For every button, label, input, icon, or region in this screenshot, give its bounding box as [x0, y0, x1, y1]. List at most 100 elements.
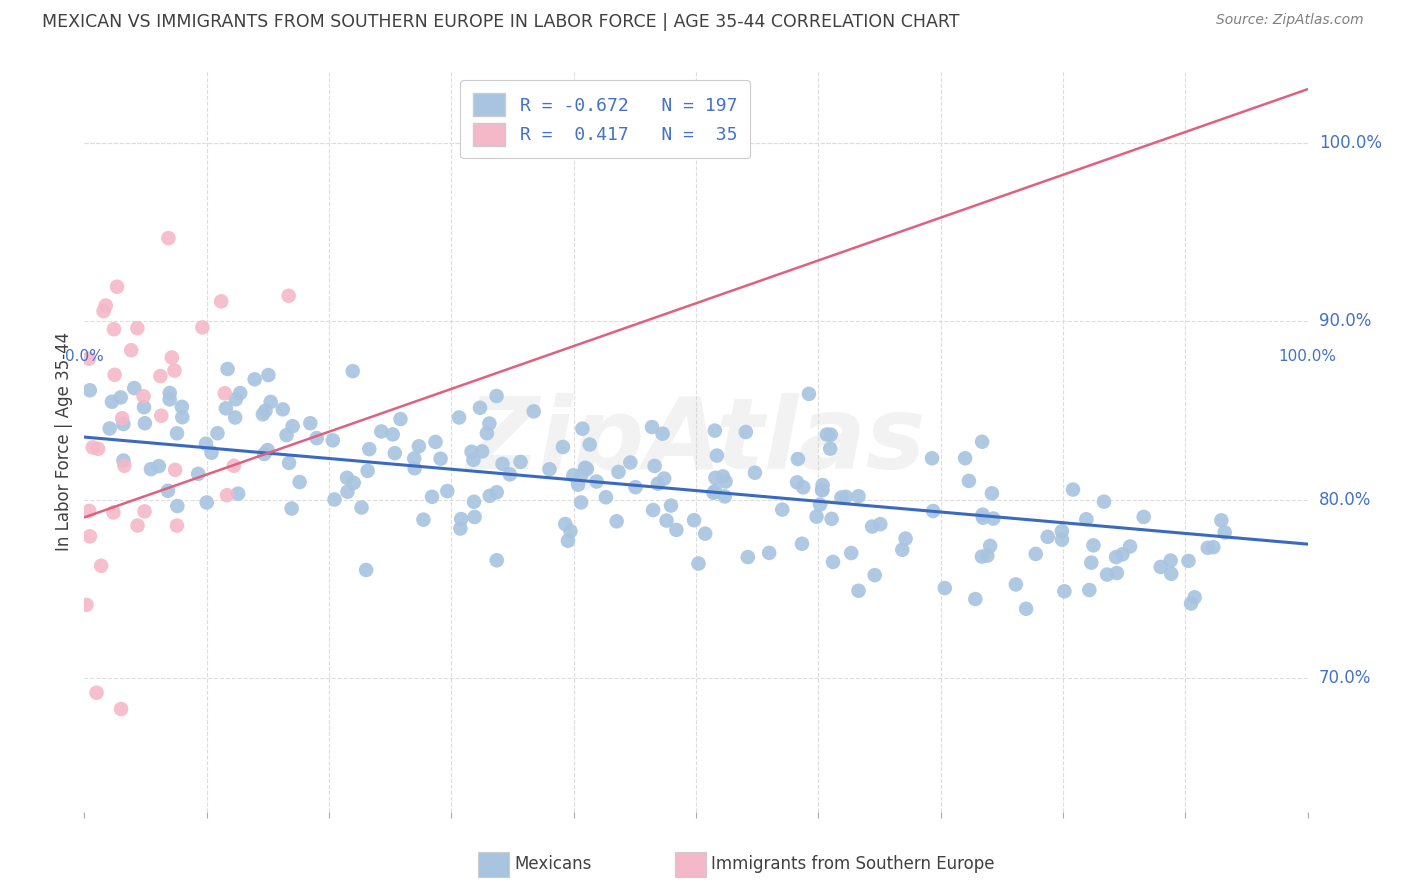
Point — [408, 439, 430, 453]
Point — [569, 495, 592, 509]
Point — [90, 558, 112, 573]
Point — [922, 504, 945, 518]
Point — [77, 351, 100, 366]
Point — [157, 231, 180, 245]
Point — [965, 592, 987, 607]
Point — [839, 546, 862, 560]
Point — [159, 386, 181, 401]
Point — [150, 409, 173, 423]
Point — [112, 453, 135, 467]
Point — [485, 485, 508, 500]
Point — [389, 412, 412, 426]
Point — [1150, 560, 1173, 574]
Point — [280, 501, 302, 516]
Point — [195, 436, 218, 450]
Point — [170, 400, 193, 414]
Point — [869, 517, 891, 532]
Point — [894, 532, 917, 546]
Text: Immigrants from Southern Europe: Immigrants from Southern Europe — [711, 855, 995, 873]
Point — [447, 410, 470, 425]
Text: 90.0%: 90.0% — [1319, 312, 1371, 330]
Point — [607, 465, 630, 479]
Point — [647, 476, 669, 491]
Point — [1160, 553, 1182, 567]
Point — [1095, 567, 1118, 582]
Point — [1197, 541, 1219, 555]
Point — [491, 457, 513, 471]
Point — [562, 468, 585, 483]
Point — [436, 484, 458, 499]
Point — [412, 513, 434, 527]
Point — [641, 420, 664, 434]
Point — [744, 466, 766, 480]
Point — [464, 510, 486, 524]
Point — [93, 304, 115, 318]
Point — [972, 434, 994, 449]
Point — [1025, 547, 1047, 561]
Point — [808, 498, 831, 512]
Point — [404, 461, 426, 475]
Point — [94, 299, 117, 313]
Point — [820, 512, 842, 526]
Point — [243, 372, 266, 386]
Point — [1083, 538, 1105, 552]
Point — [101, 394, 124, 409]
Point — [160, 351, 183, 365]
Point — [1177, 554, 1199, 568]
Point — [254, 403, 277, 417]
Point — [1062, 483, 1084, 497]
Point — [575, 462, 598, 476]
Point — [979, 539, 1001, 553]
Point — [166, 499, 188, 513]
Point — [1053, 584, 1076, 599]
Point — [972, 508, 994, 522]
Point — [77, 504, 100, 518]
Point — [149, 369, 172, 384]
Point — [806, 509, 828, 524]
Point — [127, 518, 149, 533]
Legend: R = -0.672   N = 197, R =  0.417   N =  35: R = -0.672 N = 197, R = 0.417 N = 35 — [460, 80, 749, 159]
Point — [76, 598, 98, 612]
Point — [655, 514, 678, 528]
Point — [139, 462, 162, 476]
Point — [350, 500, 373, 515]
Point — [256, 443, 278, 458]
Point — [499, 467, 522, 482]
Point — [1050, 524, 1073, 538]
Point — [323, 492, 346, 507]
Point — [252, 407, 274, 421]
Text: MEXICAN VS IMMIGRANTS FROM SOUTHERN EUROPE IN LABOR FORCE | AGE 35-44 CORRELATIO: MEXICAN VS IMMIGRANTS FROM SOUTHERN EURO… — [42, 13, 960, 31]
Point — [574, 460, 596, 475]
Point — [103, 505, 125, 519]
Text: Mexicans: Mexicans — [515, 855, 592, 873]
Point — [485, 389, 508, 403]
Point — [222, 458, 245, 473]
Point — [148, 459, 170, 474]
Text: 100.0%: 100.0% — [1278, 349, 1337, 364]
Point — [384, 446, 406, 460]
Point — [1036, 530, 1059, 544]
Point — [156, 483, 179, 498]
Point — [172, 410, 194, 425]
Point — [651, 426, 673, 441]
Point — [643, 503, 665, 517]
Point — [983, 511, 1005, 525]
Point — [104, 368, 127, 382]
Point — [134, 504, 156, 518]
Point — [166, 518, 188, 533]
Point — [449, 522, 471, 536]
Point — [1105, 566, 1128, 580]
Point — [336, 484, 359, 499]
Point — [276, 428, 298, 442]
Point — [225, 392, 247, 407]
Point — [571, 422, 593, 436]
Point — [468, 401, 491, 415]
Point — [811, 478, 834, 492]
Text: ZipAtlas: ZipAtlas — [467, 393, 925, 490]
Text: 70.0%: 70.0% — [1319, 669, 1371, 687]
Point — [271, 402, 294, 417]
Point — [229, 386, 252, 401]
Point — [257, 368, 280, 382]
Text: 0.0%: 0.0% — [65, 349, 104, 364]
Point — [734, 425, 756, 439]
